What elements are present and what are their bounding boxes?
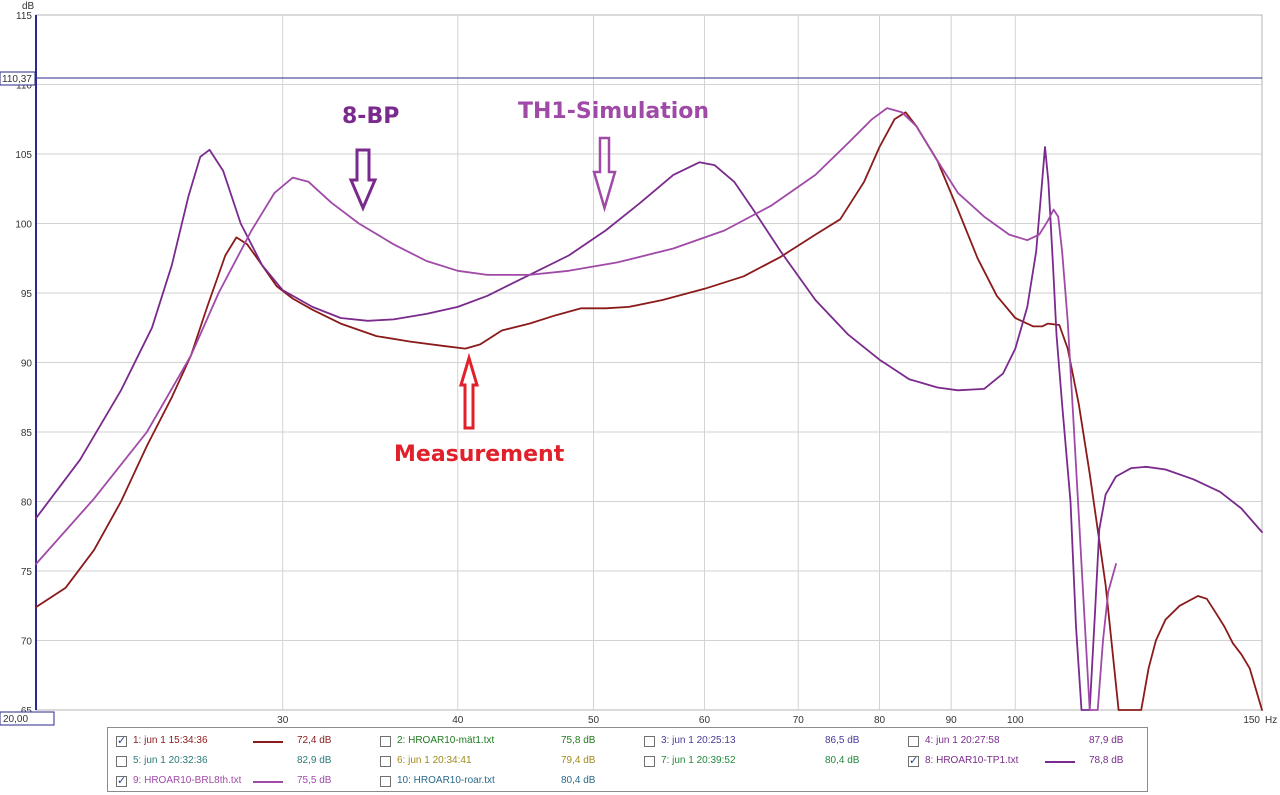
x-tick-label: 90 bbox=[946, 715, 958, 726]
legend-item[interactable]: 4: jun 1 20:27:58 87,9 dB bbox=[908, 733, 1138, 753]
legend-checkbox[interactable] bbox=[908, 736, 919, 747]
y-tick-label: 90 bbox=[21, 359, 33, 370]
annotation-8bp-arrow bbox=[348, 148, 378, 212]
legend-label: 10: HROAR10-roar.txt bbox=[397, 775, 495, 786]
y-tick-label: 105 bbox=[15, 150, 32, 161]
legend-value: 75,8 dB bbox=[561, 735, 596, 746]
legend-item[interactable]: 3: jun 1 20:25:13 86,5 dB bbox=[644, 733, 874, 753]
y-tick-label: 100 bbox=[15, 220, 32, 231]
legend-item[interactable]: 2: HROAR10-mät1.txt 75,8 dB bbox=[380, 733, 610, 753]
legend-value: 80,4 dB bbox=[825, 755, 860, 766]
y-axis-unit: dB bbox=[22, 1, 35, 12]
x-tick-label: 70 bbox=[793, 715, 805, 726]
y-tick-label: 75 bbox=[21, 567, 33, 578]
legend-value: 82,9 dB bbox=[297, 755, 332, 766]
legend-value: 79,4 dB bbox=[561, 755, 596, 766]
legend-label: 7: jun 1 20:39:52 bbox=[661, 755, 736, 766]
y-tick-label: 80 bbox=[21, 498, 33, 509]
x-tick-label: 80 bbox=[874, 715, 886, 726]
series-line-2 bbox=[35, 146, 1263, 711]
series-layer bbox=[35, 107, 1263, 711]
annotation-8bp: 8-BP bbox=[342, 104, 399, 129]
legend-value: 87,9 dB bbox=[1089, 735, 1124, 746]
legend-item[interactable]: 7: jun 1 20:39:52 80,4 dB bbox=[644, 753, 874, 773]
legend-item[interactable]: 1: jun 1 15:34:36 72,4 dB bbox=[116, 733, 346, 753]
x-tick-label: 60 bbox=[699, 715, 711, 726]
annotation-th1-simulation-arrow bbox=[592, 136, 617, 213]
annotation-measurement-arrow bbox=[458, 352, 480, 430]
series-line-3 bbox=[35, 107, 1117, 711]
cursor-value-box[interactable] bbox=[0, 71, 36, 86]
legend-line-swatch bbox=[1045, 761, 1075, 763]
legend-value: 86,5 dB bbox=[825, 735, 860, 746]
frequency-response-chart: 65707580859095100105110115 20,0030405060… bbox=[0, 1, 1277, 726]
x-tick-label: 40 bbox=[452, 715, 464, 726]
legend-label: 5: jun 1 20:32:36 bbox=[133, 755, 208, 766]
legend-label: 1: jun 1 15:34:36 bbox=[133, 735, 208, 746]
legend-item[interactable]: 5: jun 1 20:32:36 82,9 dB bbox=[116, 753, 346, 773]
legend-value: 72,4 dB bbox=[297, 735, 332, 746]
x-tick-label: 30 bbox=[277, 715, 289, 726]
x-tick-label: 150 bbox=[1243, 715, 1260, 726]
series-line-1 bbox=[35, 111, 1263, 711]
cursor-value: 110,37 bbox=[2, 74, 32, 85]
x-tick-label: 20,00 bbox=[3, 714, 28, 725]
legend-value: 80,4 dB bbox=[561, 775, 596, 786]
legend-line-swatch bbox=[253, 741, 283, 743]
legend-item[interactable]: 8: HROAR10-TP1.txt 78,8 dB bbox=[908, 753, 1138, 773]
annotation-measurement: Measurement bbox=[394, 442, 565, 467]
legend-item[interactable]: 10: HROAR10-roar.txt 80,4 dB bbox=[380, 773, 610, 793]
legend-checkbox[interactable] bbox=[380, 776, 391, 787]
x-axis-unit: Hz bbox=[1265, 715, 1277, 726]
legend-value: 75,5 dB bbox=[297, 775, 332, 786]
legend-item[interactable]: 9: HROAR10-BRL8th.txt 75,5 dB bbox=[116, 773, 346, 793]
legend-checkbox[interactable] bbox=[644, 736, 655, 747]
y-axis-ticks: 65707580859095100105110115 bbox=[15, 11, 32, 717]
legend-item[interactable]: 6: jun 1 20:34:41 79,4 dB bbox=[380, 753, 610, 773]
legend-checkbox[interactable] bbox=[116, 756, 127, 767]
y-tick-label: 110 bbox=[16, 81, 32, 92]
legend-checkbox[interactable] bbox=[644, 756, 655, 767]
grid bbox=[35, 15, 1262, 710]
y-tick-label: 70 bbox=[21, 637, 33, 648]
legend-checkbox[interactable] bbox=[116, 734, 127, 747]
legend-checkbox[interactable] bbox=[116, 774, 127, 787]
y-tick-label: 85 bbox=[21, 428, 33, 439]
legend-label: 6: jun 1 20:34:41 bbox=[397, 755, 472, 766]
legend-checkbox[interactable] bbox=[380, 756, 391, 767]
legend-label: 3: jun 1 20:25:13 bbox=[661, 735, 736, 746]
legend-label: 4: jun 1 20:27:58 bbox=[925, 735, 1000, 746]
x-tick-label: 50 bbox=[588, 715, 600, 726]
x-axis-ticks: 20,00 30 40 50 60 70 80 90 100 150 bbox=[0, 711, 1260, 726]
legend-panel: 1: jun 1 15:34:36 72,4 dB 2: HROAR10-mät… bbox=[107, 727, 1148, 792]
legend-label: 2: HROAR10-mät1.txt bbox=[397, 735, 495, 746]
x-start-box bbox=[0, 711, 55, 726]
legend-line-swatch bbox=[253, 781, 283, 783]
legend-value: 78,8 dB bbox=[1089, 755, 1124, 766]
legend-label: 8: HROAR10-TP1.txt bbox=[925, 755, 1019, 766]
legend-checkbox[interactable] bbox=[380, 736, 391, 747]
x-tick-label: 100 bbox=[1007, 715, 1024, 726]
y-tick-label: 115 bbox=[16, 11, 32, 22]
legend-label: 9: HROAR10-BRL8th.txt bbox=[133, 775, 242, 786]
legend-checkbox[interactable] bbox=[908, 754, 919, 767]
y-tick-label: 95 bbox=[21, 289, 33, 300]
annotation-th1-simulation: TH1-Simulation bbox=[518, 99, 709, 124]
